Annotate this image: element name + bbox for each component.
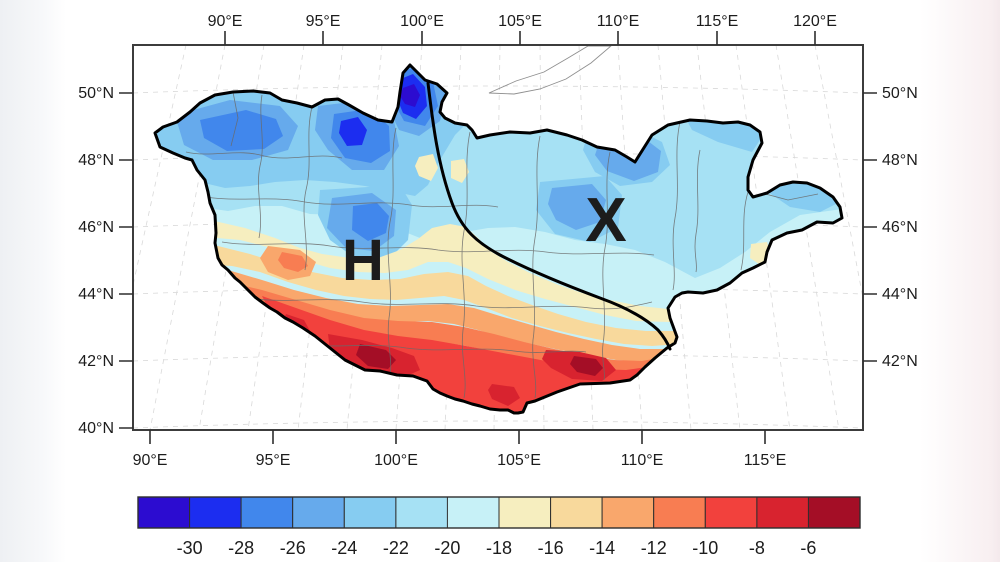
map-frame xyxy=(132,44,864,431)
colorbar-cell xyxy=(601,496,655,529)
colorbar-cell xyxy=(807,496,861,529)
colorbar-cell xyxy=(240,496,294,529)
colorbar-cell xyxy=(550,496,603,529)
country-outline xyxy=(153,63,844,415)
colorbar-tick-label: -26 xyxy=(280,538,306,558)
colorbar-tick-label: -6 xyxy=(800,538,816,558)
colorbar-tick-label: -28 xyxy=(228,538,254,558)
colorbar-cell xyxy=(343,496,397,529)
bottom-axis-ticks xyxy=(149,430,766,444)
axis-label: 105°E xyxy=(498,13,542,30)
axis-label: 110°E xyxy=(621,452,664,469)
colorbar-border xyxy=(137,496,861,529)
colorbar-cell xyxy=(498,496,552,529)
colorbar xyxy=(137,496,861,529)
colorbar-tick-label: -12 xyxy=(641,538,667,558)
colorbar-tick-label: -24 xyxy=(331,538,357,558)
axis-label: 105°E xyxy=(497,452,541,469)
axis-label: 120°E xyxy=(793,13,837,30)
label-H: H xyxy=(342,228,384,293)
left-axis-ticks xyxy=(119,92,133,429)
right-axis-ticks xyxy=(863,92,877,362)
axis-label: 44°N xyxy=(78,286,114,303)
colorbar-tick-label: -30 xyxy=(177,538,203,558)
temperature-fill xyxy=(155,65,842,413)
colorbar-tick-label: -10 xyxy=(692,538,718,558)
colorbar-cell xyxy=(446,496,500,529)
axis-label: 40°N xyxy=(78,420,114,437)
axis-label: 48°N xyxy=(78,152,114,169)
colorbar-cell xyxy=(653,496,706,529)
axis-label: 110°E xyxy=(597,13,640,30)
axis-label: 42°N xyxy=(882,353,918,370)
label-X: X xyxy=(585,186,626,255)
province-boundaries xyxy=(185,91,819,399)
axis-label: 46°N xyxy=(78,219,114,236)
front-dividing-line xyxy=(426,81,672,351)
top-axis-ticks xyxy=(224,31,816,45)
colorbar-cell xyxy=(137,496,191,529)
axis-label: 44°N xyxy=(882,286,918,303)
lake-baikal-outline xyxy=(488,45,613,95)
colorbar-cell xyxy=(704,496,758,529)
axis-label: 42°N xyxy=(78,353,114,370)
colorbar-cell xyxy=(292,496,345,529)
axis-label: 50°N xyxy=(78,85,114,102)
axis-label: 100°E xyxy=(374,452,418,469)
top-axis-labels: 90°E 95°E 100°E 105°E 110°E 115°E 120°E xyxy=(208,13,837,30)
bottom-axis-labels: 90°E 95°E 100°E 105°E 110°E 115°E xyxy=(133,452,787,469)
axis-ticks xyxy=(119,31,877,444)
colorbar-cell xyxy=(395,496,448,529)
axis-label: 46°N xyxy=(882,219,918,236)
colorbar-tick-label: -14 xyxy=(589,538,615,558)
colorbar-tick-label: -20 xyxy=(434,538,460,558)
axis-label: 95°E xyxy=(306,13,341,30)
axis-label: 90°E xyxy=(133,452,168,469)
axis-label: 95°E xyxy=(256,452,291,469)
colorbar-tick-label: -22 xyxy=(383,538,409,558)
colorbar-tick-label: -18 xyxy=(486,538,512,558)
axis-label: 115°E xyxy=(744,452,787,469)
axis-label: 50°N xyxy=(882,85,918,102)
colorbar-labels: -30 -28 -26 -24 -22 -20 -18 -16 -14 -12 … xyxy=(177,538,817,558)
colorbar-tick-label: -16 xyxy=(538,538,564,558)
axis-label: 90°E xyxy=(208,13,243,30)
colorbar-cell xyxy=(189,496,242,529)
axis-label: 115°E xyxy=(696,13,739,30)
axis-label: 48°N xyxy=(882,152,918,169)
colorbar-tick-label: -8 xyxy=(749,538,765,558)
right-axis-labels: 50°N 48°N 46°N 44°N 42°N xyxy=(882,85,918,370)
axis-label: 100°E xyxy=(400,13,444,30)
colorbar-cell xyxy=(756,496,810,529)
left-axis-labels: 50°N 48°N 46°N 44°N 42°N 40°N xyxy=(78,85,114,437)
